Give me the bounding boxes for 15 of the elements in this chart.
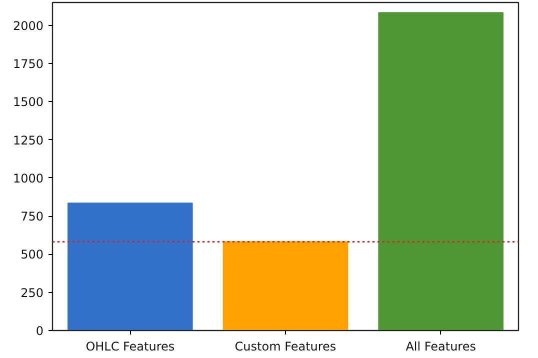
y-tick-label: 0 [36,324,44,338]
y-tick-label: 1000 [12,171,44,186]
y-tick-label: 250 [20,286,44,300]
y-tick-label: 1500 [12,95,44,110]
y-tick-label: 2000 [12,18,44,33]
y-tick-label: 1250 [12,133,44,148]
y-tick-label: 500 [20,248,44,262]
bar [222,241,348,330]
x-tick-label: All Features [406,340,476,354]
x-tick-label: Custom Features [234,340,336,354]
y-tick-label: 1750 [12,57,44,72]
bar [378,12,504,330]
y-tick-label: 750 [20,210,44,224]
x-tick-label: OHLC Features [86,340,175,354]
bar [68,202,193,330]
